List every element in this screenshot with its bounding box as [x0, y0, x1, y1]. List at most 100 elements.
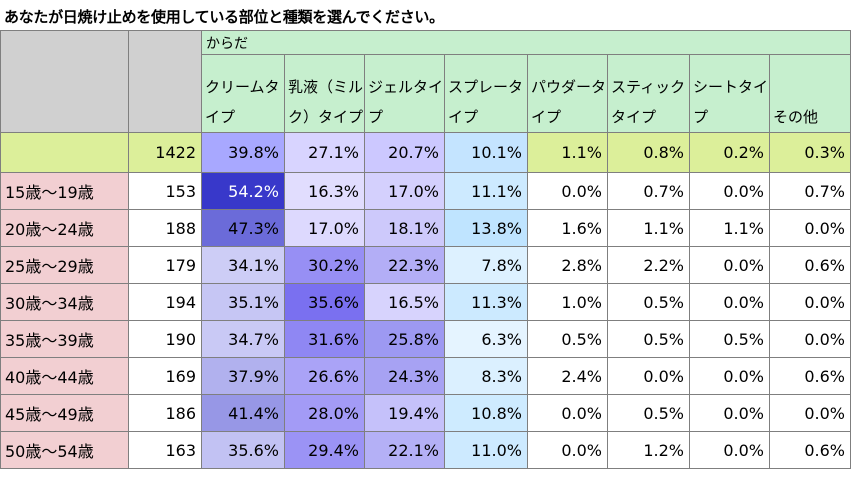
cell-sheet: 0.0%: [689, 172, 770, 210]
cell-powder: 1.1%: [527, 132, 608, 173]
cell-stick: 0.8%: [607, 132, 690, 173]
cell-spray: 11.1%: [444, 172, 528, 210]
cell-powder: 2.8%: [527, 246, 608, 284]
cell-milk: 35.6%: [284, 283, 365, 321]
cell-milk: 16.3%: [284, 172, 365, 210]
total-row: 1422 39.8% 27.1% 20.7% 10.1% 1.1% 0.8% 0.2% 0.3%: [0, 132, 851, 173]
row-count: 169: [128, 357, 202, 395]
cell-milk: 26.6%: [284, 357, 365, 395]
cell-gel: 18.1%: [364, 209, 445, 247]
cell-other: 0.3%: [769, 132, 851, 173]
cell-gel: 22.3%: [364, 246, 445, 284]
cell-cream: 34.7%: [201, 320, 285, 358]
row-count: 190: [128, 320, 202, 358]
cell-cream: 39.8%: [201, 132, 285, 173]
corner-cell-n: [128, 30, 202, 133]
cell-powder: 0.0%: [527, 431, 608, 469]
cell-spray: 11.3%: [444, 283, 528, 321]
cell-gel: 17.0%: [364, 172, 445, 210]
cell-powder: 1.6%: [527, 209, 608, 247]
row-count: 153: [128, 172, 202, 210]
table-row: 20歳～24歳 188 47.3% 17.0% 18.1% 13.8% 1.6% 1.1% 1.…: [0, 209, 851, 247]
col-header-other: その他: [769, 54, 851, 133]
row-label: 20歳～24歳: [0, 209, 129, 247]
cell-spray: 7.8%: [444, 246, 528, 284]
table-row: 45歳～49歳 186 41.4% 28.0% 19.4% 10.8% 0.0% 0.5% 0.…: [0, 394, 851, 432]
cell-other: 0.0%: [769, 209, 851, 247]
cell-stick: 0.0%: [607, 357, 690, 395]
cell-powder: 0.5%: [527, 320, 608, 358]
cell-sheet: 1.1%: [689, 209, 770, 247]
cell-other: 0.6%: [769, 431, 851, 469]
cell-cream: 47.3%: [201, 209, 285, 247]
col-header-powder: パウダータイプ: [527, 54, 608, 133]
cell-spray: 13.8%: [444, 209, 528, 247]
row-count: 194: [128, 283, 202, 321]
cell-cream: 54.2%: [201, 172, 285, 210]
cell-sheet: 0.0%: [689, 394, 770, 432]
row-count: 186: [128, 394, 202, 432]
cell-spray: 11.0%: [444, 431, 528, 469]
cell-sheet: 0.0%: [689, 431, 770, 469]
row-label: 15歳～19歳: [0, 172, 129, 210]
table-row: 25歳～29歳 179 34.1% 30.2% 22.3% 7.8% 2.8% 2.2% 0.0…: [0, 246, 851, 284]
corner-cell-label: [0, 30, 129, 133]
table-row: 50歳～54歳 163 35.6% 29.4% 22.1% 11.0% 0.0% 1.2% 0.…: [0, 431, 851, 469]
header-row-group: からだ: [0, 30, 851, 133]
row-label: 30歳～34歳: [0, 283, 129, 321]
cell-sheet: 0.0%: [689, 357, 770, 395]
col-header-gel: ジェルタイプ: [364, 54, 445, 133]
cell-milk: 28.0%: [284, 394, 365, 432]
cell-powder: 0.0%: [527, 172, 608, 210]
cell-powder: 1.0%: [527, 283, 608, 321]
header-row-columns: クリームタイプ 乳液（ミルク）タイプ ジェルタイプ スプレータイプ パウダータイ…: [1, 54, 851, 133]
row-count: 188: [128, 209, 202, 247]
cell-sheet: 0.5%: [689, 320, 770, 358]
row-label: [0, 132, 129, 173]
col-header-sheet: シートタイプ: [689, 54, 770, 133]
table-row: 15歳～19歳 153 54.2% 16.3% 17.0% 11.1% 0.0% 0.7% 0.…: [0, 172, 851, 210]
cell-spray: 10.1%: [444, 132, 528, 173]
row-label: 50歳～54歳: [0, 431, 129, 469]
cell-cream: 37.9%: [201, 357, 285, 395]
table-row: 30歳～34歳 194 35.1% 35.6% 16.5% 11.3% 1.0% 0.5% 0.…: [0, 283, 851, 321]
cell-other: 0.0%: [769, 283, 851, 321]
cell-cream: 41.4%: [201, 394, 285, 432]
cell-other: 0.0%: [769, 394, 851, 432]
cell-gel: 19.4%: [364, 394, 445, 432]
page-title: あなたが日焼け止めを使用している部位と種類を選んでください。: [4, 8, 444, 26]
cell-other: 0.6%: [769, 357, 851, 395]
cell-sheet: 0.0%: [689, 283, 770, 321]
table-row: 35歳～39歳 190 34.7% 31.6% 25.8% 6.3% 0.5% 0.5% 0.5…: [0, 320, 851, 358]
cell-gel: 25.8%: [364, 320, 445, 358]
row-label: 40歳～44歳: [0, 357, 129, 395]
cell-stick: 0.5%: [607, 394, 690, 432]
cell-spray: 6.3%: [444, 320, 528, 358]
cell-stick: 2.2%: [607, 246, 690, 284]
cell-sheet: 0.2%: [689, 132, 770, 173]
group-header-karada: からだ: [201, 30, 851, 55]
cell-milk: 17.0%: [284, 209, 365, 247]
row-label: 45歳～49歳: [0, 394, 129, 432]
cell-milk: 30.2%: [284, 246, 365, 284]
cell-sheet: 0.0%: [689, 246, 770, 284]
cell-stick: 1.2%: [607, 431, 690, 469]
cell-gel: 22.1%: [364, 431, 445, 469]
row-label: 35歳～39歳: [0, 320, 129, 358]
cell-milk: 27.1%: [284, 132, 365, 173]
cell-stick: 1.1%: [607, 209, 690, 247]
cell-cream: 35.6%: [201, 431, 285, 469]
cell-powder: 0.0%: [527, 394, 608, 432]
cell-other: 0.0%: [769, 320, 851, 358]
results-table: からだ クリームタイプ 乳液（ミルク）タイプ ジェルタイプ スプレータイプ パウ…: [0, 30, 851, 469]
row-count: 1422: [128, 132, 202, 173]
cell-gel: 20.7%: [364, 132, 445, 173]
cell-milk: 31.6%: [284, 320, 365, 358]
cell-powder: 2.4%: [527, 357, 608, 395]
table-row: 40歳～44歳 169 37.9% 26.6% 24.3% 8.3% 2.4% 0.0% 0.0…: [0, 357, 851, 395]
cell-gel: 16.5%: [364, 283, 445, 321]
cell-stick: 0.5%: [607, 320, 690, 358]
row-count: 163: [128, 431, 202, 469]
cell-spray: 10.8%: [444, 394, 528, 432]
cell-stick: 0.7%: [607, 172, 690, 210]
